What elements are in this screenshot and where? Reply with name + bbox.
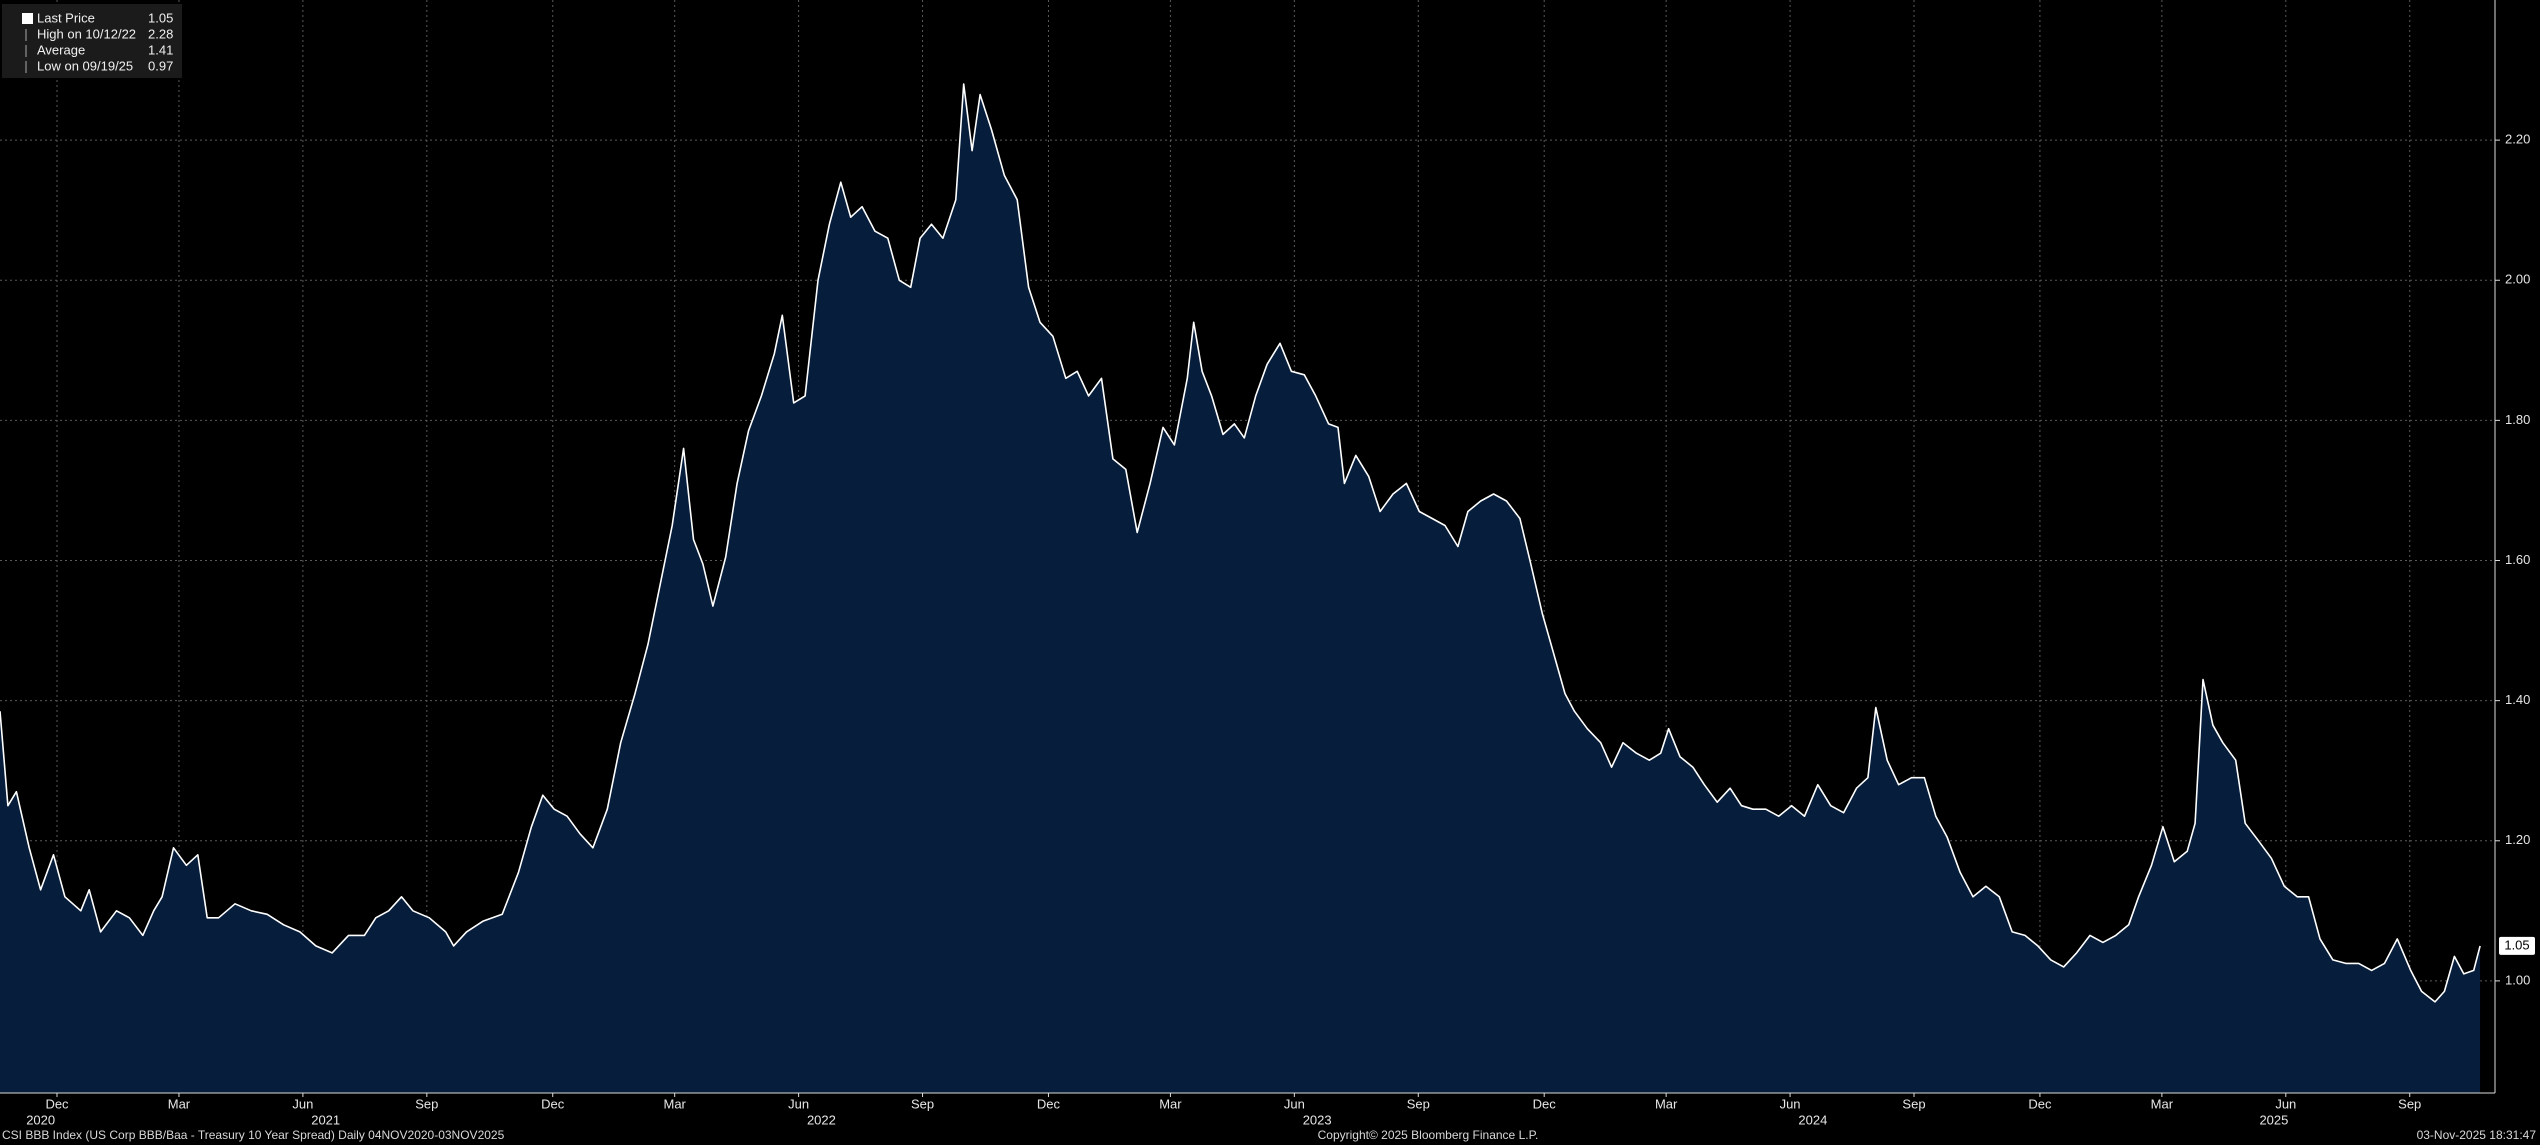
x-tick-label: Jun — [2275, 1096, 2296, 1111]
last-price-tag: 1.05 — [2504, 937, 2529, 952]
x-tick-label: Sep — [911, 1096, 934, 1111]
legend-value: 2.28 — [148, 26, 173, 41]
x-tick-label: Dec — [1037, 1096, 1061, 1111]
x-tick-label: Jun — [788, 1096, 809, 1111]
x-year-label: 2025 — [2259, 1112, 2288, 1127]
footer-source: CSI BBB Index (US Corp BBB/Baa - Treasur… — [2, 1128, 505, 1142]
x-tick-label: Mar — [1159, 1096, 1182, 1111]
y-tick-label: 1.40 — [2505, 692, 2530, 707]
x-year-label: 2021 — [311, 1112, 340, 1127]
x-tick-label: Jun — [292, 1096, 313, 1111]
x-tick-label: Sep — [1902, 1096, 1925, 1111]
footer-copyright: Copyright© 2025 Bloomberg Finance L.P. — [1318, 1128, 1539, 1142]
legend-label: Low on 09/19/25 — [37, 58, 133, 73]
y-tick-label: 1.20 — [2505, 832, 2530, 847]
x-year-label: 2020 — [26, 1112, 55, 1127]
x-tick-label: Mar — [663, 1096, 686, 1111]
x-tick-label: Jun — [1284, 1096, 1305, 1111]
area — [0, 84, 2481, 1094]
legend-swatch — [22, 13, 33, 24]
x-year-label: 2023 — [1303, 1112, 1332, 1127]
y-tick-label: 1.60 — [2505, 552, 2530, 567]
legend-label: Average — [37, 42, 85, 57]
x-tick-label: Dec — [2028, 1096, 2052, 1111]
legend-label: High on 10/12/22 — [37, 26, 136, 41]
x-year-label: 2024 — [1798, 1112, 1827, 1127]
footer-timestamp: 03-Nov-2025 18:31:47 — [2417, 1128, 2537, 1142]
x-tick-label: Sep — [2398, 1096, 2421, 1111]
x-tick-label: Dec — [541, 1096, 565, 1111]
legend-label: Last Price — [37, 10, 95, 25]
x-tick-label: Sep — [415, 1096, 438, 1111]
data-layer — [0, 83, 2481, 1094]
legend-value: 0.97 — [148, 58, 173, 73]
legend-value: 1.41 — [148, 42, 173, 57]
x-tick-label: Mar — [1655, 1096, 1678, 1111]
y-tick-label: 1.00 — [2505, 972, 2530, 987]
x-tick-label: Dec — [1533, 1096, 1557, 1111]
x-tick-label: Mar — [168, 1096, 191, 1111]
y-tick-label: 2.20 — [2505, 132, 2530, 147]
x-tick-label: Mar — [2151, 1096, 2174, 1111]
x-tick-label: Sep — [1407, 1096, 1430, 1111]
legend: Last Price 1.05 High on 10/12/22 2.28 Averag… — [2, 4, 182, 78]
last-price-tag-box — [2499, 936, 2535, 955]
x-year-label: 2022 — [807, 1112, 836, 1127]
legend-value: 1.05 — [148, 10, 173, 25]
x-tick-label: Jun — [1780, 1096, 1801, 1111]
y-tick-label: 1.80 — [2505, 412, 2530, 427]
x-tick-label: Dec — [45, 1096, 69, 1111]
line — [0, 83, 2481, 1003]
y-tick-label: 2.00 — [2505, 272, 2530, 287]
